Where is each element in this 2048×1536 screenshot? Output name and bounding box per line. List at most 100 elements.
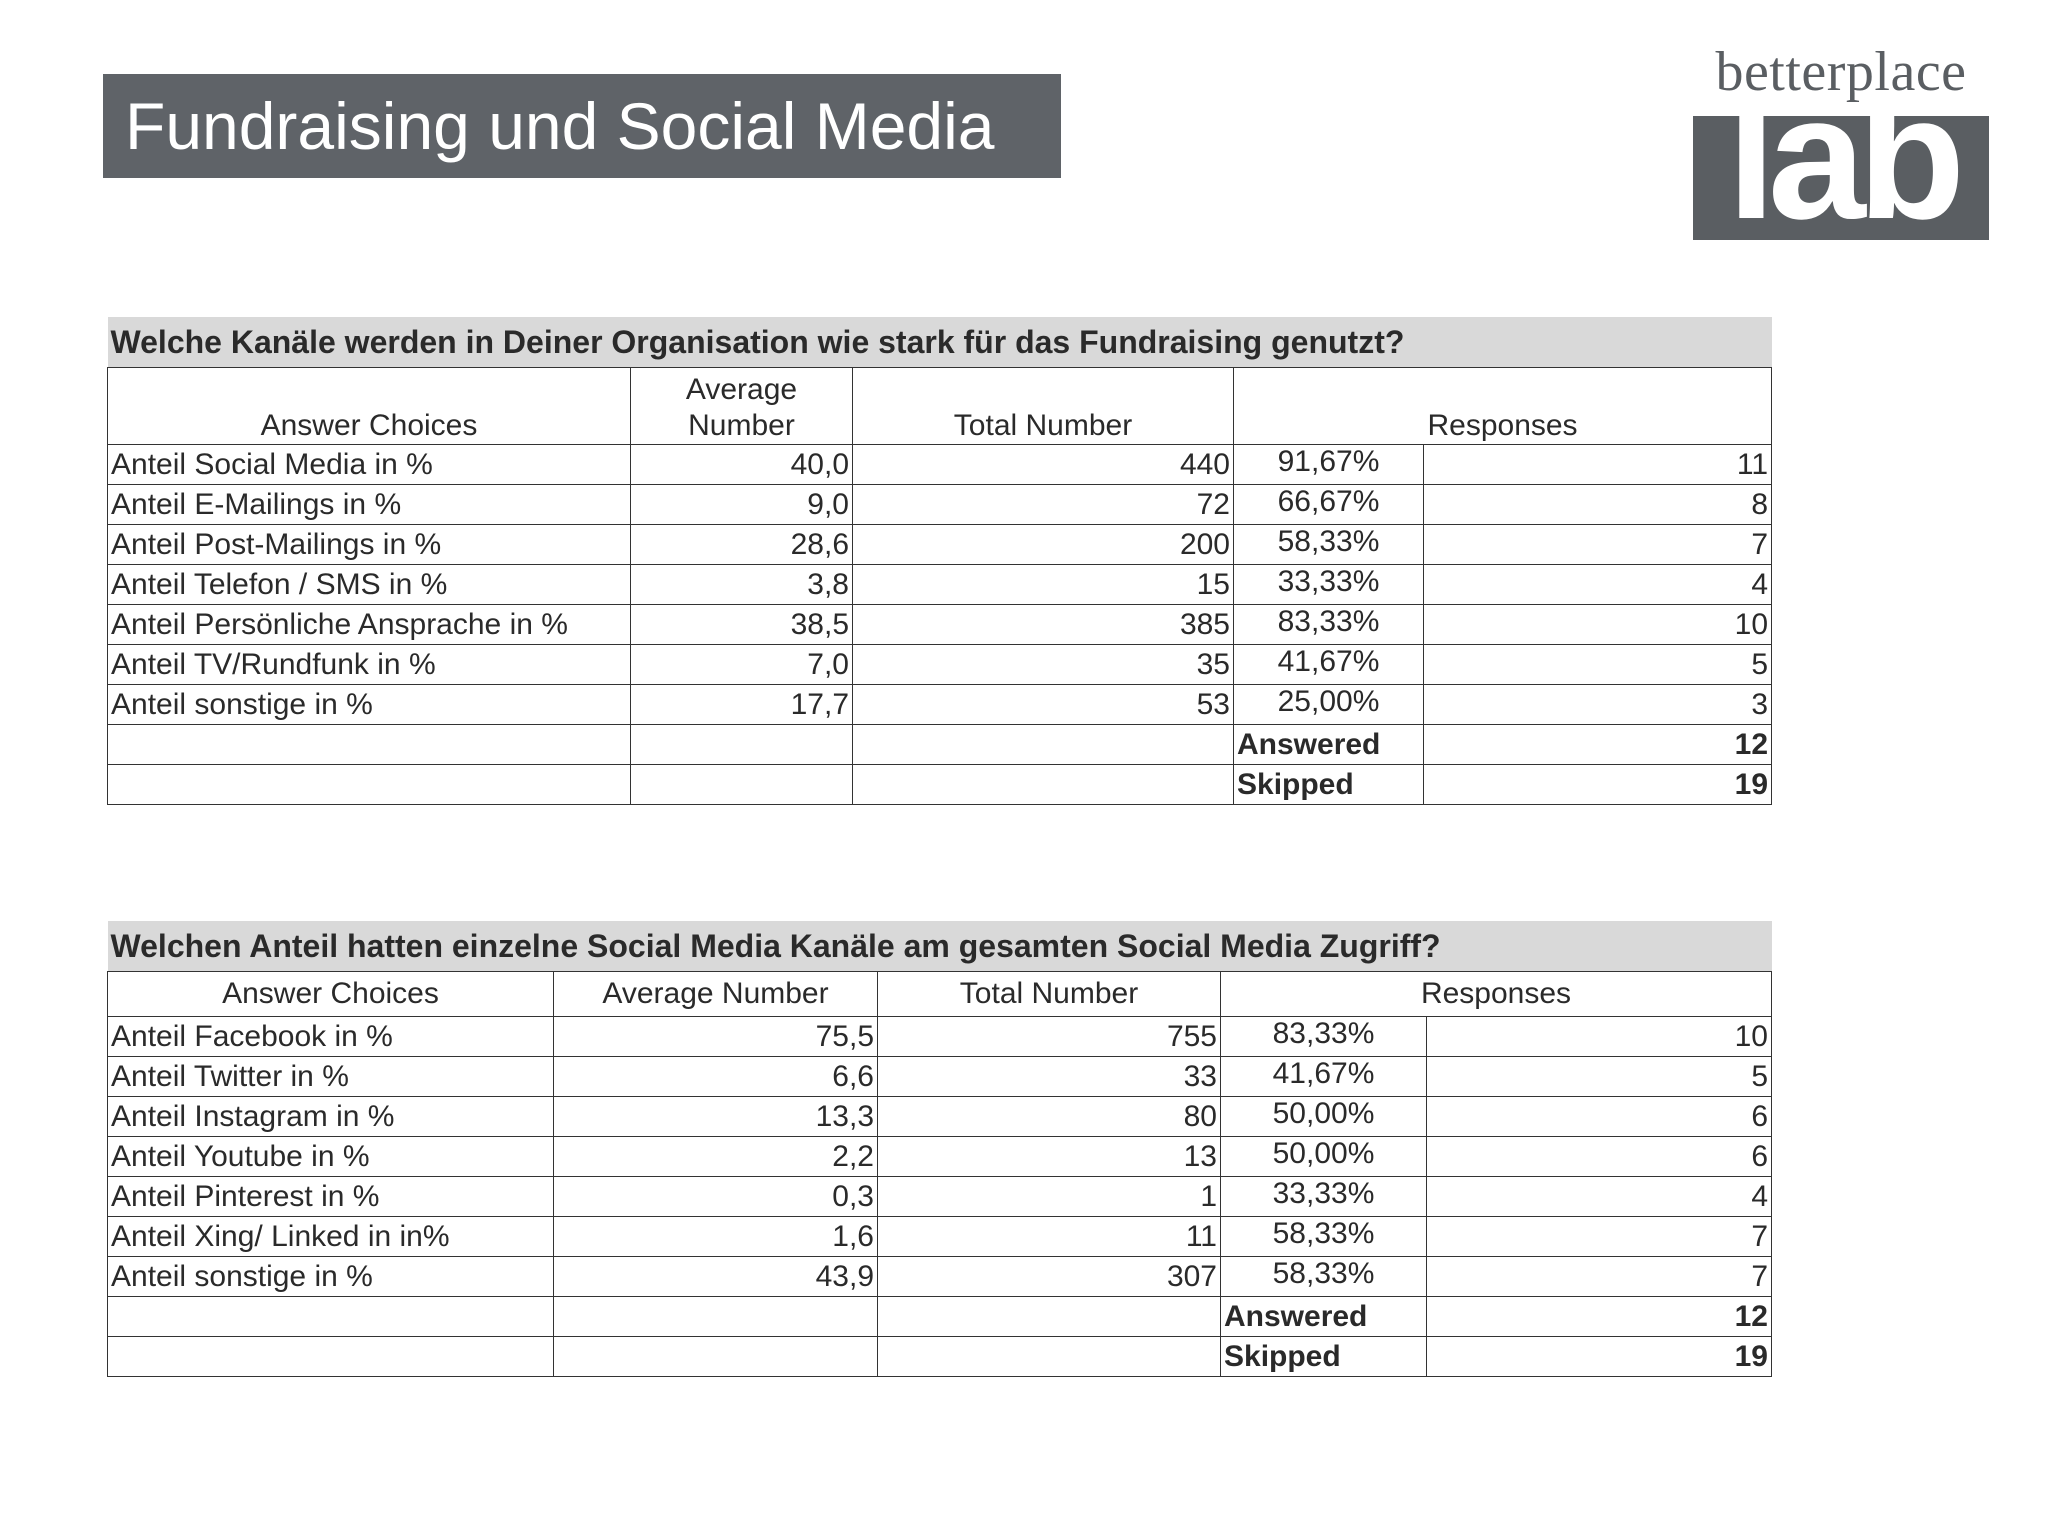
answer-choice-cell: Anteil Social Media in % [107,444,631,485]
response-count-cell: 7 [1422,524,1773,565]
total-number-cell: 755 [877,1016,1221,1057]
response-percent-cell: 58,33% [1220,1216,1427,1257]
average-number-cell: 40,0 [630,444,853,485]
answer-choice-cell: Anteil Pinterest in % [107,1176,554,1217]
answer-choice-cell: Anteil Post-Mailings in % [107,524,631,565]
response-percent-cell: 33,33% [1220,1176,1427,1217]
average-number-cell: 43,9 [553,1256,878,1297]
average-number-cell: 1,6 [553,1216,878,1257]
total-number-cell: 80 [877,1096,1221,1137]
answer-choice-cell: Anteil sonstige in % [107,1256,554,1297]
total-number-cell: 13 [877,1136,1221,1177]
fundraising-channels-table: Welche Kanäle werden in Deiner Organisat… [107,317,1773,805]
response-percent-cell: 41,67% [1233,644,1424,685]
answer-choice-cell: Anteil Persönliche Ansprache in % [107,604,631,645]
empty-cell [553,1336,878,1377]
empty-cell [107,1296,554,1337]
total-number-cell: 53 [852,684,1234,725]
response-count-cell: 3 [1422,684,1773,725]
average-number-cell: 75,5 [553,1016,878,1057]
table-row: Anteil Facebook in % 75,5 755 83,33% 10 [107,1016,1772,1057]
empty-cell [877,1296,1221,1337]
response-count-cell: 6 [1426,1096,1772,1137]
column-header-average-number: Average Number [553,971,878,1017]
response-count-cell: 11 [1422,444,1773,485]
answer-choice-cell: Anteil Youtube in % [107,1136,554,1177]
skipped-row: Skipped 19 [107,764,1773,805]
response-percent-cell: 41,67% [1220,1056,1427,1097]
table-row: Anteil Telefon / SMS in % 3,8 15 33,33% 4 [107,564,1773,605]
average-number-cell: 38,5 [630,604,853,645]
table-row: Anteil Post-Mailings in % 28,6 200 58,33% 7 [107,524,1773,565]
response-percent-cell: 50,00% [1220,1096,1427,1137]
response-count-cell: 10 [1426,1016,1772,1057]
response-count-cell: 7 [1426,1256,1772,1297]
answer-choice-cell: Anteil Instagram in % [107,1096,554,1137]
response-percent-cell: 66,67% [1233,484,1424,525]
skipped-label: Skipped [1220,1336,1427,1377]
page-title: Fundraising und Social Media [125,89,995,163]
response-percent-cell: 50,00% [1220,1136,1427,1177]
table-row: Anteil Social Media in % 40,0 440 91,67% 11 [107,444,1773,485]
total-number-cell: 385 [852,604,1234,645]
total-number-cell: 35 [852,644,1234,685]
logo-box: lab [1693,116,1989,240]
response-percent-cell: 58,33% [1233,524,1424,565]
average-number-cell: 6,6 [553,1056,878,1097]
logo-wordmark: betterplace [1715,41,1967,103]
response-count-cell: 7 [1426,1216,1772,1257]
empty-cell [852,764,1234,805]
answer-choice-cell: Anteil Telefon / SMS in % [107,564,631,605]
total-number-cell: 440 [852,444,1234,485]
average-number-cell: 28,6 [630,524,853,565]
table-row: Anteil Pinterest in % 0,3 1 33,33% 4 [107,1176,1772,1217]
table-header-row: Answer Choices Average Number Total Numb… [107,367,1773,445]
column-header-answer-choices: Answer Choices [107,971,554,1017]
skipped-label: Skipped [1233,764,1424,805]
answer-choice-cell: Anteil Facebook in % [107,1016,554,1057]
table-header-row: Answer Choices Average Number Total Numb… [107,971,1772,1017]
answered-count: 12 [1422,724,1773,765]
answer-choice-cell: Anteil E-Mailings in % [107,484,631,525]
empty-cell [630,724,853,765]
column-header-average-number: Average Number [630,367,853,445]
table-row: Anteil E-Mailings in % 9,0 72 66,67% 8 [107,484,1773,525]
average-number-cell: 9,0 [630,484,853,525]
answered-count: 12 [1426,1296,1772,1337]
total-number-cell: 15 [852,564,1234,605]
answer-choice-cell: Anteil Xing/ Linked in in% [107,1216,554,1257]
table-question: Welchen Anteil hatten einzelne Social Me… [107,921,1772,972]
logo-box-text: lab [1727,116,1965,240]
column-header-total-number: Total Number [852,367,1234,445]
table-row: Anteil Instagram in % 13,3 80 50,00% 6 [107,1096,1772,1137]
empty-cell [107,764,631,805]
table-row: Anteil Youtube in % 2,2 13 50,00% 6 [107,1136,1772,1177]
response-count-cell: 4 [1426,1176,1772,1217]
table-row: Anteil sonstige in % 43,9 307 58,33% 7 [107,1256,1772,1297]
response-percent-cell: 91,67% [1233,444,1424,485]
empty-cell [553,1296,878,1337]
answer-choice-cell: Anteil sonstige in % [107,684,631,725]
answered-label: Answered [1220,1296,1427,1337]
betterplace-lab-logo: betterplace lab [1693,44,1989,240]
table-row: Anteil TV/Rundfunk in % 7,0 35 41,67% 5 [107,644,1773,685]
average-number-header-text: Average Number [685,373,798,442]
column-header-answer-choices: Answer Choices [107,367,631,445]
total-number-cell: 11 [877,1216,1221,1257]
column-header-total-number: Total Number [877,971,1221,1017]
total-number-cell: 72 [852,484,1234,525]
skipped-count: 19 [1426,1336,1772,1377]
answer-choice-cell: Anteil Twitter in % [107,1056,554,1097]
empty-cell [852,724,1234,765]
column-header-responses: Responses [1220,971,1772,1017]
page-title-banner: Fundraising und Social Media [103,74,1061,178]
response-count-cell: 4 [1422,564,1773,605]
table-question: Welche Kanäle werden in Deiner Organisat… [107,317,1772,368]
table-row: Anteil Twitter in % 6,6 33 41,67% 5 [107,1056,1772,1097]
response-count-cell: 10 [1422,604,1773,645]
table-row: Anteil Persönliche Ansprache in % 38,5 385… [107,604,1773,645]
response-count-cell: 6 [1426,1136,1772,1177]
average-number-cell: 3,8 [630,564,853,605]
table-row: Anteil sonstige in % 17,7 53 25,00% 3 [107,684,1773,725]
response-count-cell: 5 [1426,1056,1772,1097]
